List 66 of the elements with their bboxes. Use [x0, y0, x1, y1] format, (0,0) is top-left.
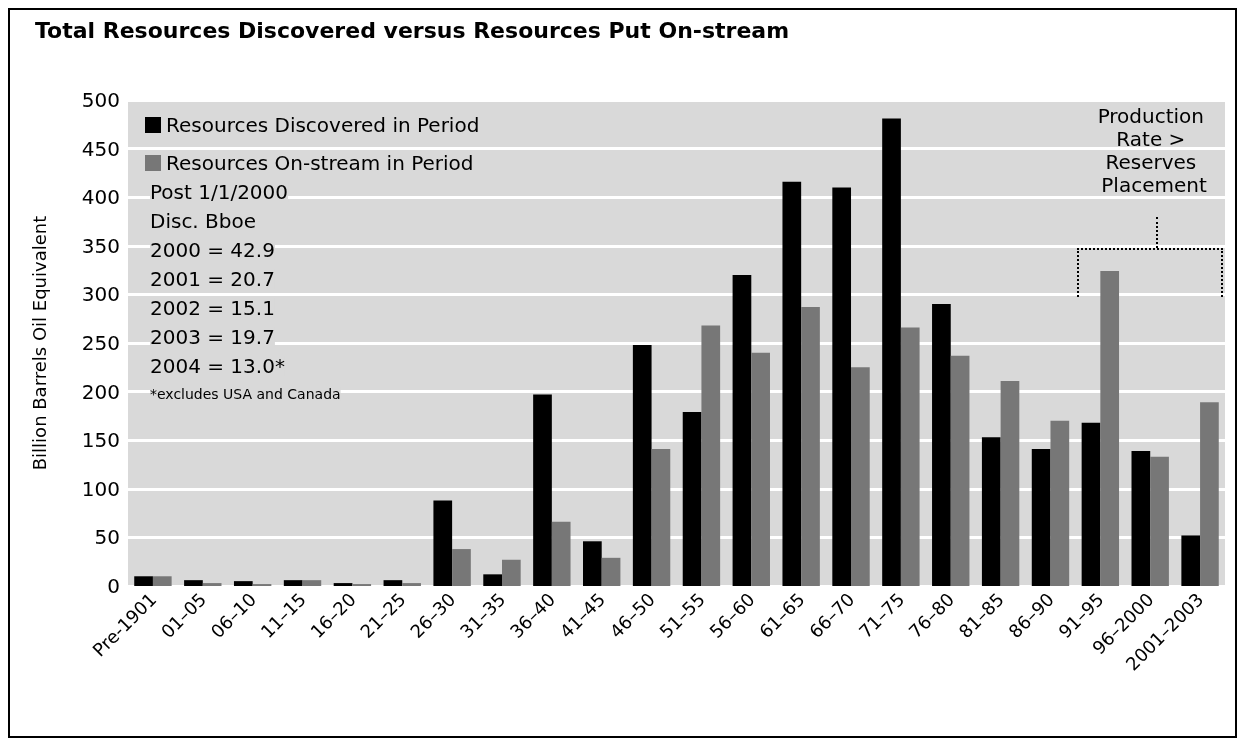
bar — [134, 576, 153, 586]
bar — [583, 541, 602, 586]
bar — [184, 580, 203, 586]
annotation: 2001 = 20.7 — [150, 267, 275, 291]
annotation: 2003 = 19.7 — [150, 325, 275, 349]
y-tick-label: 0 — [107, 574, 120, 598]
annotation: *excludes USA and Canada — [150, 386, 341, 402]
bar — [1181, 535, 1201, 586]
bar — [551, 521, 571, 586]
bar — [1050, 420, 1070, 586]
y-tick-label: 300 — [81, 282, 120, 307]
bar — [1131, 450, 1151, 586]
bar — [533, 394, 552, 586]
bar — [882, 118, 901, 586]
bar — [832, 187, 852, 586]
bar — [632, 344, 652, 586]
bar — [701, 325, 721, 586]
bar — [682, 412, 702, 586]
y-tick-label: 100 — [81, 476, 120, 501]
bar — [452, 549, 471, 586]
bar — [433, 500, 453, 586]
y-tick-label: 500 — [81, 88, 120, 112]
legend-label: Resources On-stream in Period — [166, 151, 474, 175]
chart-title: Total Resources Discovered versus Resources Put On-stream — [35, 17, 790, 43]
bar — [152, 576, 172, 586]
bar — [1081, 422, 1101, 586]
bar — [900, 327, 920, 586]
bar — [302, 580, 322, 586]
bar — [751, 352, 770, 586]
annotation: 2004 = 13.0* — [150, 354, 285, 378]
bar — [1000, 380, 1020, 586]
bar — [950, 355, 970, 586]
bar — [283, 580, 303, 586]
bar — [1150, 456, 1169, 586]
annotation: Post 1/1/2000 — [150, 180, 289, 204]
bar — [202, 583, 222, 586]
bar — [651, 448, 671, 586]
y-tick-label: 200 — [81, 379, 120, 404]
bar — [782, 181, 802, 586]
y-tick-label: 350 — [81, 233, 120, 258]
y-tick-label: 50 — [94, 525, 120, 550]
y-tick-label: 250 — [81, 331, 120, 355]
bar — [402, 583, 421, 586]
bar — [981, 437, 1001, 586]
bar — [932, 304, 951, 586]
y-axis-title: Billion Barrels Oil Equivalent — [28, 215, 50, 471]
bar — [851, 367, 870, 586]
annotation: Disc. Bboe — [150, 209, 257, 233]
bar — [1031, 448, 1051, 586]
bar — [732, 274, 752, 586]
annotation: Production Rate > Reserves Placement — [1097, 103, 1211, 197]
bar — [333, 583, 353, 586]
y-tick-label: 150 — [81, 428, 120, 453]
bar — [1200, 402, 1219, 586]
bar — [383, 580, 403, 586]
bar — [601, 557, 621, 586]
bar — [483, 574, 502, 586]
bar — [1100, 271, 1120, 586]
bar — [801, 307, 820, 586]
y-tick-label: 450 — [81, 136, 120, 161]
y-tick-label: 400 — [81, 185, 120, 210]
bar — [501, 559, 521, 586]
legend-label: Resources Discovered in Period — [166, 113, 480, 137]
bar — [233, 581, 253, 586]
annotation: 2000 = 42.9 — [150, 238, 275, 262]
annotation: 2002 = 15.1 — [150, 296, 275, 320]
